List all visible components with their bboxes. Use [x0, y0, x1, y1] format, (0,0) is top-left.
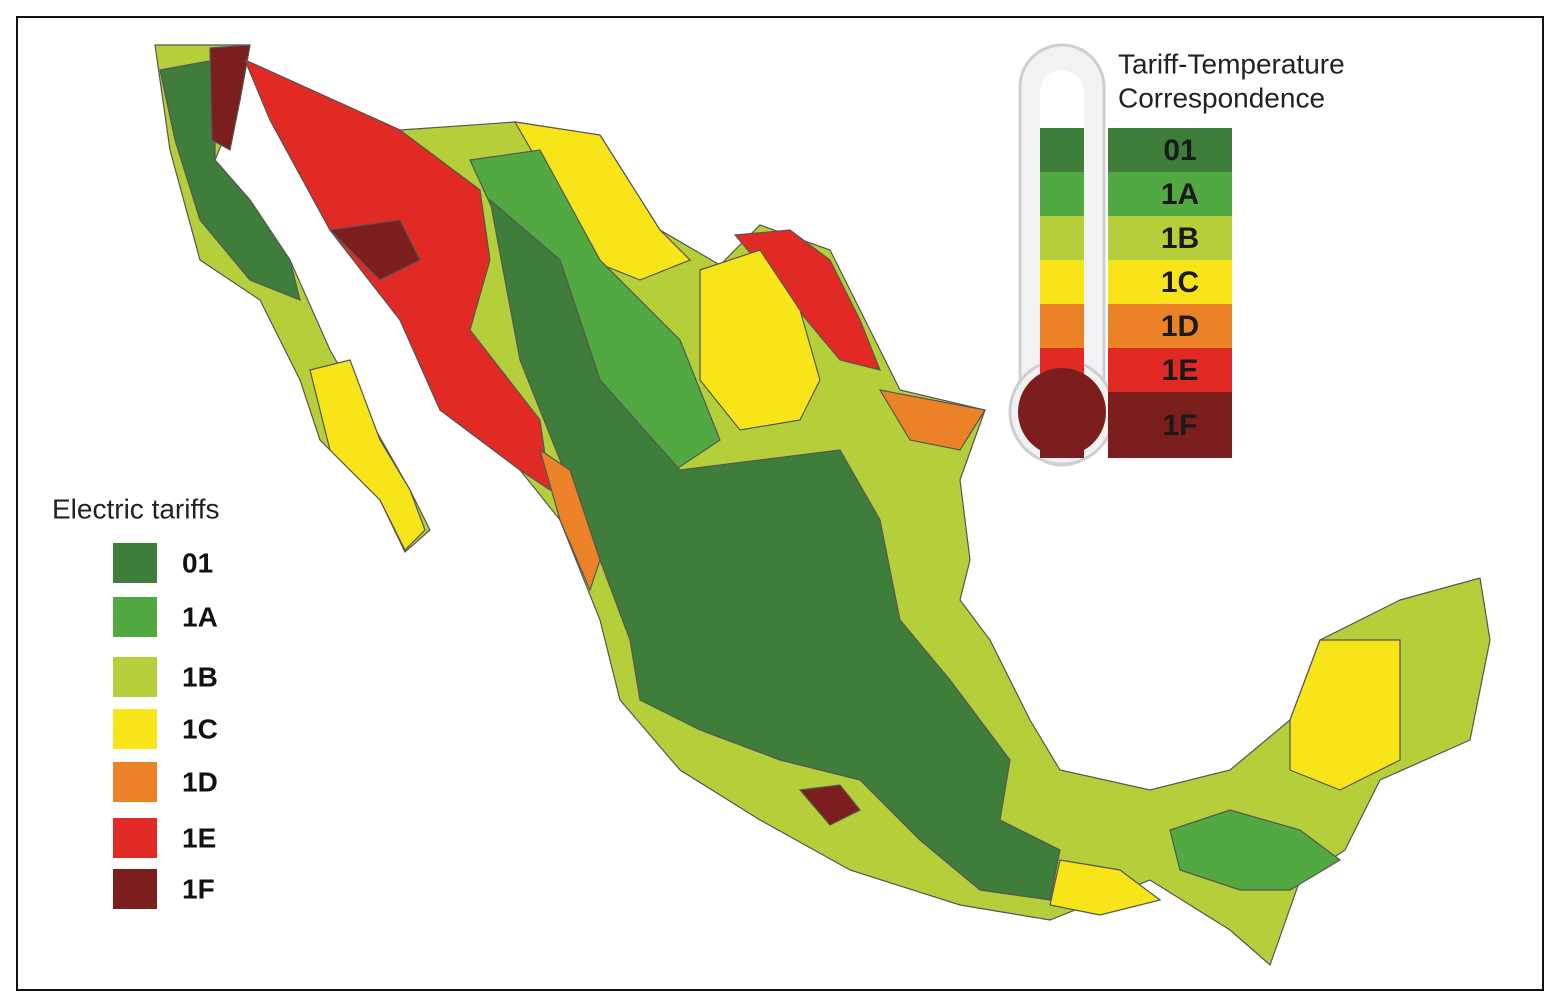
- thermometer-band-inner: [1040, 216, 1084, 260]
- region-1c-yucatan: [1289, 639, 1401, 791]
- thermometer-band-label: 1F: [1162, 409, 1197, 442]
- legend-label: 1A: [182, 601, 218, 632]
- legend: 01 1A 1B 1C 1D 1E 1F: [113, 543, 218, 909]
- map: [154, 44, 1491, 967]
- region-1d-sinaloa: [538, 448, 601, 592]
- thermometer-band-inner: [1040, 260, 1084, 304]
- legend-swatch: [113, 818, 157, 858]
- thermometer-band: [1108, 216, 1232, 260]
- thermometer-band-label: 1D: [1161, 310, 1199, 343]
- legend-label: 1F: [182, 873, 215, 904]
- thermometer-band-label: 1C: [1161, 266, 1199, 299]
- region-1f-guerrero: [798, 784, 861, 826]
- region-01-center: [489, 198, 1061, 901]
- thermometer-band: [1108, 128, 1232, 172]
- region-1c-baja: [309, 359, 426, 552]
- thermometer-band-label: 1B: [1161, 222, 1199, 255]
- legend-swatch: [113, 543, 157, 583]
- thermometer-band-label: 01: [1163, 134, 1196, 167]
- region-1f-sonora: [328, 219, 421, 281]
- region-1f-nw: [209, 44, 251, 151]
- legend-label: 1D: [182, 766, 218, 797]
- region-1c-ne: [699, 249, 821, 431]
- legend-label: 01: [182, 547, 213, 578]
- thermometer-band-inner: [1040, 128, 1084, 172]
- region-1d-gulf: [878, 389, 986, 451]
- thermometer-bulb: [1018, 368, 1106, 456]
- legend-swatch: [113, 762, 157, 802]
- legend-label: 1E: [182, 822, 216, 853]
- legend-swatch: [113, 709, 157, 749]
- legend-title: Electric tariffs: [52, 493, 220, 524]
- legend-label: 1C: [182, 713, 218, 744]
- thermometer-band: [1108, 172, 1232, 216]
- thermometer-band-label: 1A: [1161, 178, 1199, 211]
- legend-swatch: [113, 597, 157, 637]
- thermometer-band-label: 1E: [1162, 354, 1199, 387]
- thermometer-band: [1108, 260, 1232, 304]
- thermometer-band: [1108, 348, 1232, 392]
- region-1a-chiapas: [1169, 809, 1342, 891]
- thermometer-bands: 01 1A 1B 1C 1D 1E 1F: [1018, 128, 1232, 458]
- thermometer-band: [1108, 392, 1232, 458]
- thermometer-band-inner: [1040, 172, 1084, 216]
- legend-label: 1B: [182, 661, 218, 692]
- thermometer-title: Correspondence: [1118, 82, 1325, 113]
- legend-swatch: [113, 869, 157, 909]
- thermometer-title: Tariff-Temperature: [1118, 48, 1345, 79]
- thermometer-band: [1108, 304, 1232, 348]
- region-1c-south: [1049, 859, 1162, 916]
- thermometer-band-inner: [1040, 304, 1084, 348]
- legend-swatch: [113, 657, 157, 697]
